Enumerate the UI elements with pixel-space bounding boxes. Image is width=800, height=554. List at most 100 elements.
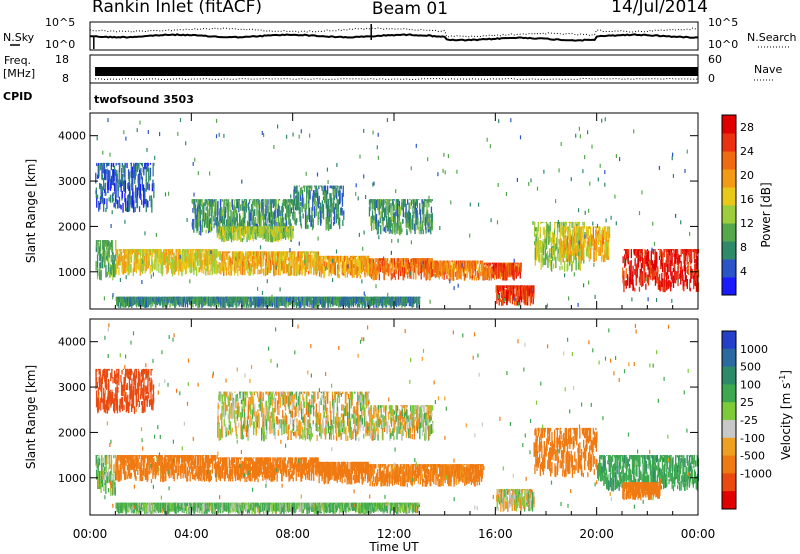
data-cell [511,262,513,276]
data-cell [238,199,241,201]
data-cell [181,253,184,264]
data-cell [294,211,296,222]
data-cell [583,253,585,261]
data-cell [401,258,403,267]
data-cell [445,260,448,263]
data-cell [419,258,421,266]
data-cell [588,253,590,262]
data-cell [254,251,256,258]
data-cell [260,260,263,274]
data-cell [160,258,162,274]
data-cell [191,249,193,259]
data-cell [100,183,102,198]
noise-left-tick-bottom: 10^0 [45,38,75,51]
data-cell [496,293,498,304]
data-cell [319,255,322,258]
data-cell [545,221,548,228]
data-cell [498,297,500,306]
data-cell [372,263,374,275]
data-cell [135,163,137,172]
data-cell [565,221,567,226]
data-cell [124,169,126,182]
data-cell [520,285,522,294]
data-cell [110,254,112,263]
data-cell [431,212,433,222]
data-cell [101,165,103,180]
data-cell [339,190,341,204]
data-cell [466,264,469,274]
data-cell [585,233,587,244]
data-cell [422,267,424,273]
data-cell [153,183,155,199]
data-cell [195,249,197,261]
data-cell [261,268,263,273]
data-cell [584,236,586,248]
data-cell [543,226,545,234]
data-cell [245,199,247,208]
data-cell [244,260,246,268]
data-cell [364,272,366,278]
data-cell [268,260,271,273]
data-cell [513,297,516,306]
data-cell [352,255,354,264]
data-cell [212,215,215,222]
data-cell [311,251,313,253]
data-cell [425,227,427,234]
data-cell [212,249,214,256]
data-cell [257,210,259,224]
data-cell [513,285,515,298]
data-cell [316,257,318,273]
data-cell [590,241,592,248]
data-cell [496,262,498,268]
data-cell [248,251,250,255]
data-cell [98,243,100,254]
data-cell [324,266,326,278]
data-cell [573,239,575,248]
data-cell [208,249,210,263]
data-cell [430,261,432,269]
data-cell [544,257,547,265]
data-cell [390,268,392,275]
data-cell [206,256,208,271]
data-cell [559,243,561,255]
data-cell [505,262,507,266]
data-cell [153,162,155,166]
data-cell [554,221,556,231]
data-cell [434,260,437,268]
data-cell [211,250,213,265]
data-cell [537,221,539,232]
data-cell [539,226,541,239]
data-cell [676,272,678,281]
data-cell [127,182,130,191]
data-cell [169,249,171,255]
data-cell [120,179,122,192]
data-cell [392,262,394,272]
data-cell [201,199,203,201]
data-cell [318,212,320,220]
data-cell [501,286,503,302]
data-cell [429,265,431,280]
data-cell [378,269,380,277]
data-cell [538,240,541,255]
data-cell [330,219,332,229]
data-cell [297,263,299,275]
data-cell [455,260,458,270]
data-cell [224,199,226,205]
data-cell [376,221,378,231]
data-cell [432,266,434,277]
data-cell [241,260,243,276]
data-cell [580,235,582,249]
data-cell [96,162,98,167]
data-cell [518,297,520,306]
data-cell [327,185,329,195]
data-cell [191,254,194,268]
data-cell [273,256,275,264]
data-cell [205,213,207,228]
station-title: Rankin Inlet (fitACF) [92,0,262,17]
data-cell [397,217,399,226]
data-cell [535,235,537,249]
data-cell [217,251,220,257]
data-cell [537,229,539,243]
data-cell [518,293,520,301]
data-cell [459,265,462,279]
